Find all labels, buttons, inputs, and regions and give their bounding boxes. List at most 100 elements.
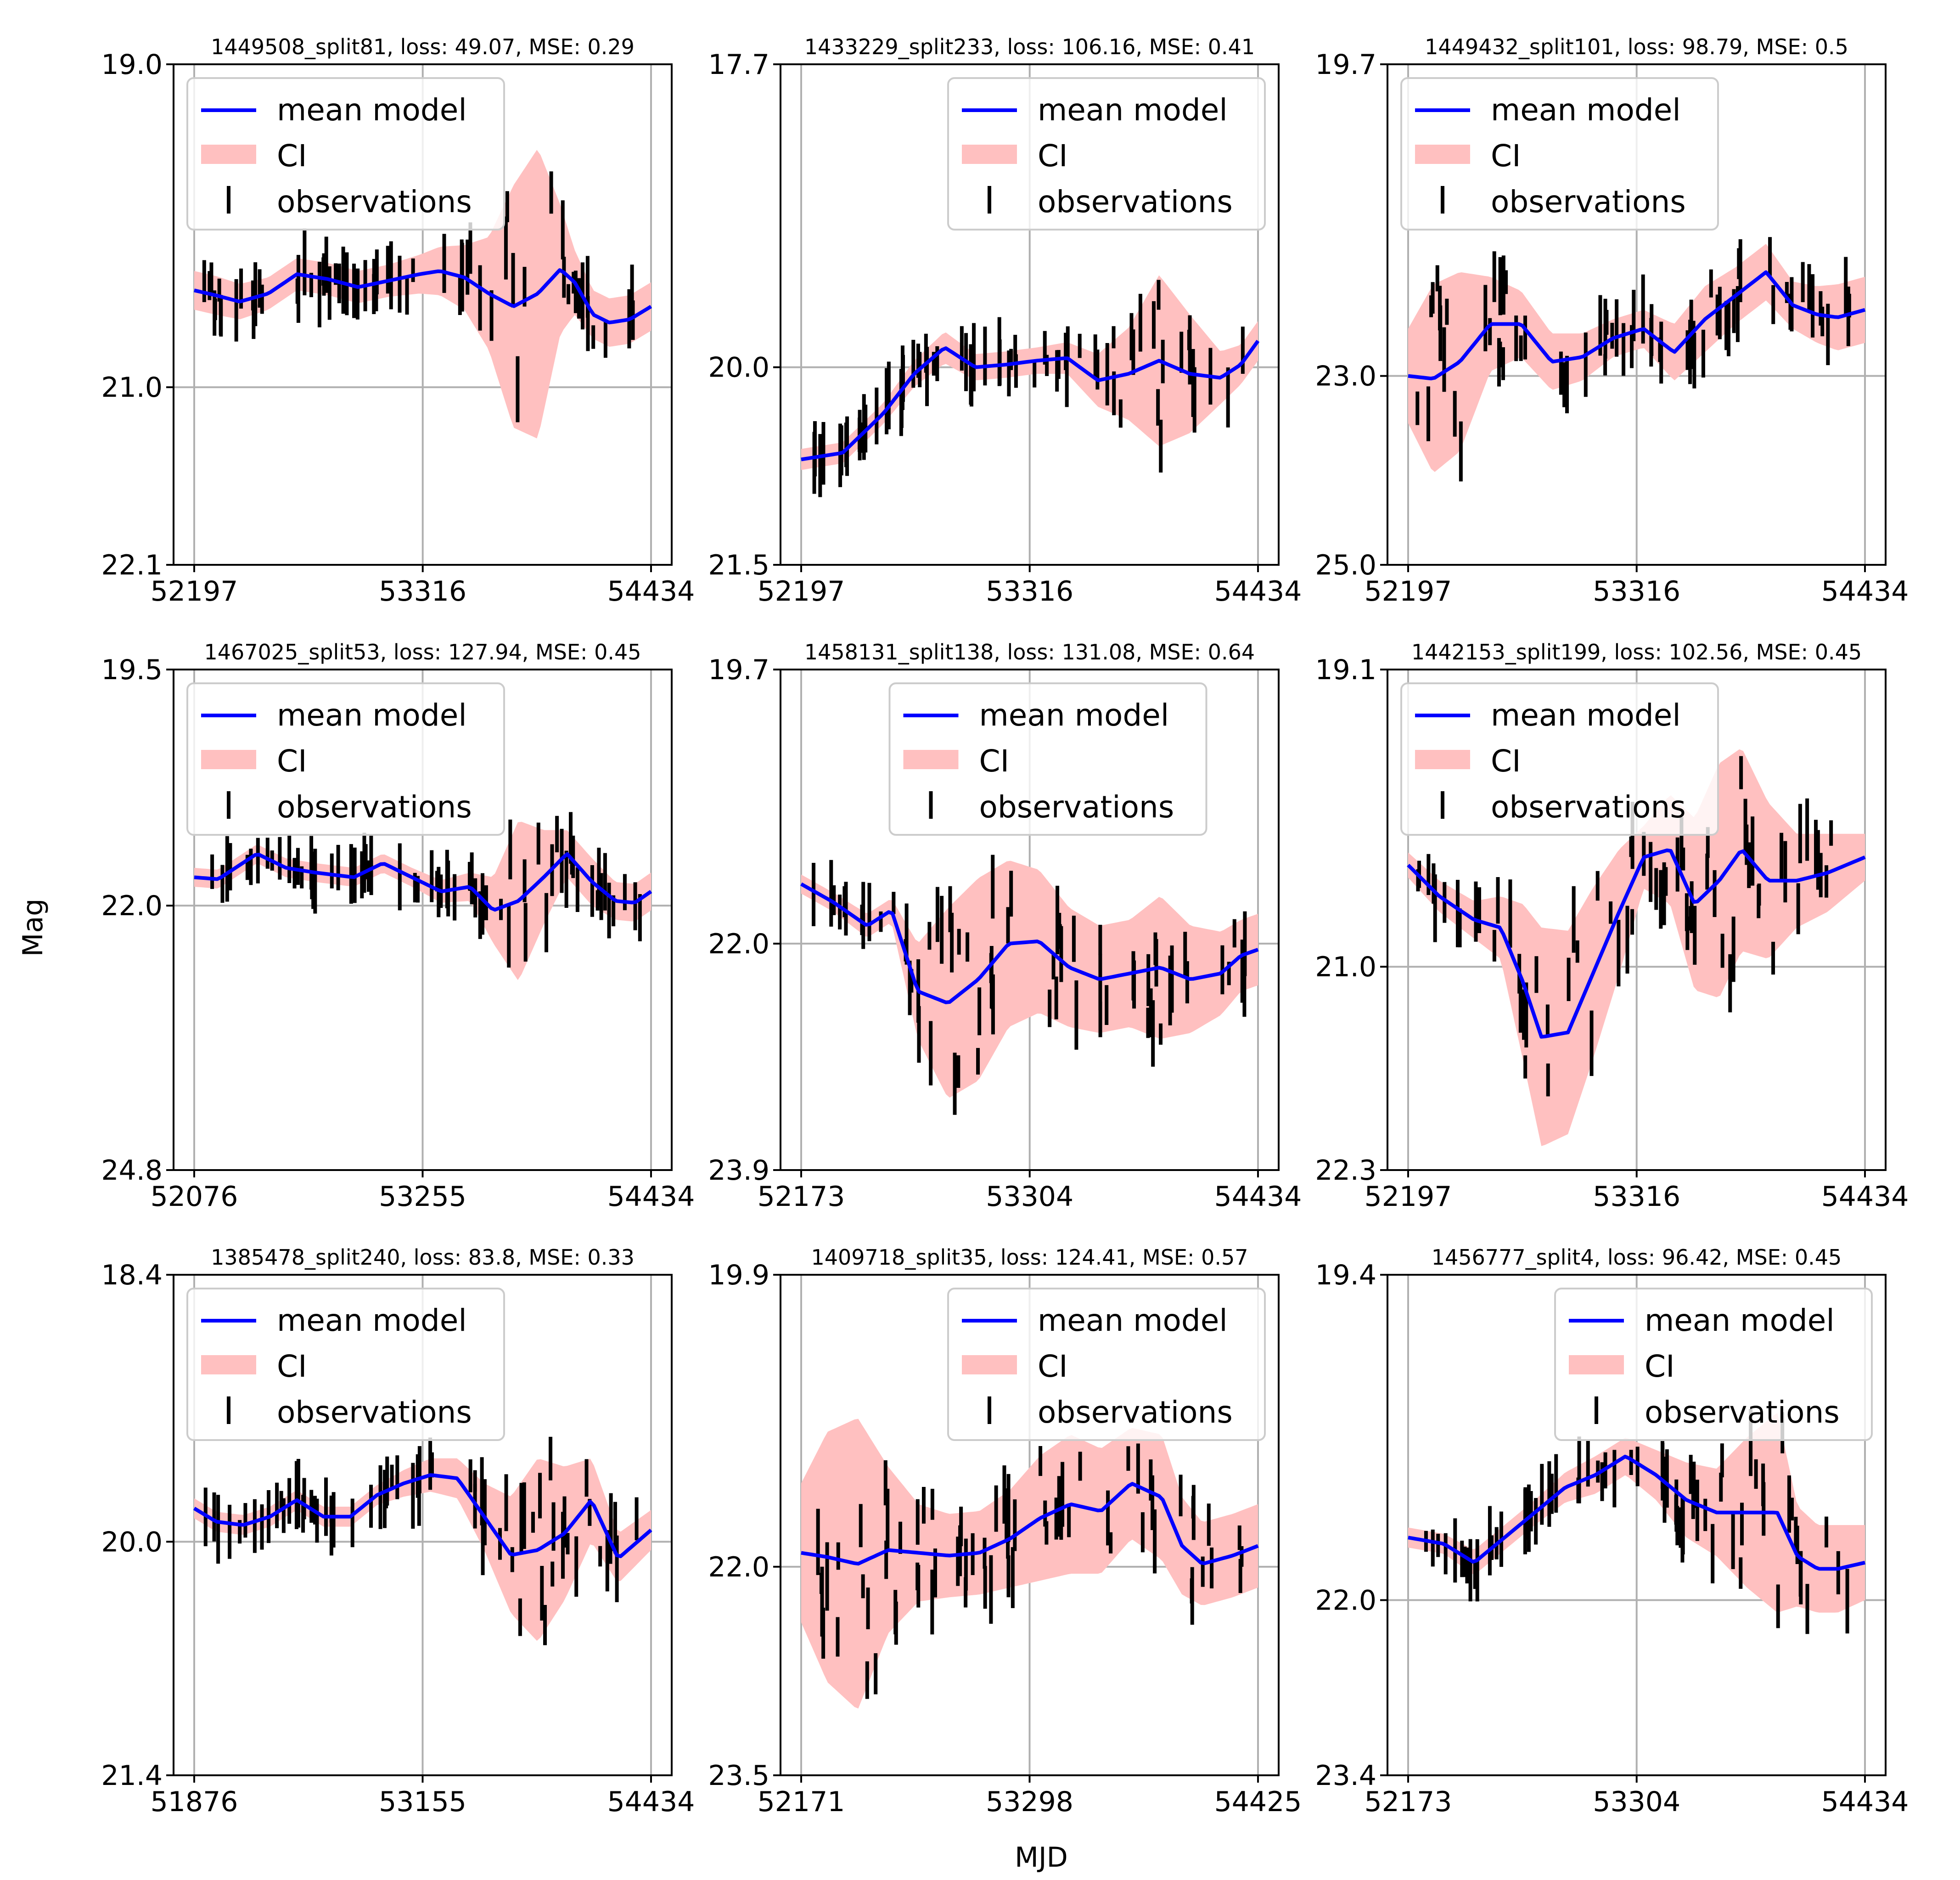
- x-tick-label: 53316: [1593, 1181, 1680, 1213]
- legend-label: mean model: [1645, 1303, 1835, 1338]
- legend-label: CI: [1645, 1349, 1675, 1384]
- y-axis-label: Mag: [17, 899, 49, 957]
- ci-band: [1408, 244, 1865, 472]
- y-tick-label: 19.7: [1315, 49, 1376, 81]
- y-tick-label: 22.1: [101, 549, 163, 581]
- y-tick-label: 21.0: [101, 371, 163, 404]
- subplot-4: 1467025_split53, loss: 127.94, MSE: 0.45…: [101, 640, 695, 1213]
- x-tick-label: 54434: [1821, 1786, 1909, 1818]
- subplot-6: 1442153_split199, loss: 102.56, MSE: 0.4…: [1315, 640, 1909, 1213]
- mean-model-line: [801, 340, 1260, 462]
- legend-box: [888, 682, 1207, 836]
- mean-model-line: [1408, 270, 1866, 381]
- legend-ci-swatch: [201, 1355, 256, 1374]
- y-tick-label: 23.5: [708, 1760, 769, 1792]
- mean-model-line: [193, 1473, 652, 1559]
- y-tick-label: 19.1: [1315, 654, 1376, 686]
- y-tick-label: 21.4: [101, 1760, 163, 1792]
- subplot-2: 1433229_split233, loss: 106.16, MSE: 0.4…: [708, 34, 1302, 608]
- legend: mean model CI observations: [1554, 1288, 1873, 1441]
- subplot-title: 1467025_split53, loss: 127.94, MSE: 0.45: [204, 640, 641, 664]
- subplot-title: 1458131_split138, loss: 131.08, MSE: 0.6…: [804, 640, 1255, 664]
- subplot-title: 1442153_split199, loss: 102.56, MSE: 0.4…: [1411, 640, 1862, 664]
- x-tick-label: 53316: [1593, 575, 1680, 608]
- mean-model-line: [800, 882, 1259, 1004]
- observations: [203, 1436, 639, 1645]
- subplot-3: 1449432_split101, loss: 98.79, MSE: 0.5 5…: [1315, 34, 1909, 608]
- legend-label: observations: [277, 184, 472, 220]
- legend-label: CI: [277, 743, 307, 779]
- x-tick-label: 53155: [379, 1786, 466, 1818]
- legend-label: observations: [1645, 1395, 1840, 1430]
- legend-box: [186, 682, 505, 836]
- legend-label: mean model: [277, 698, 467, 733]
- y-tick-label: 20.0: [708, 352, 769, 384]
- subplot-title: 1409718_split35, loss: 124.41, MSE: 0.57: [811, 1245, 1248, 1270]
- legend-label: CI: [1491, 743, 1521, 779]
- x-tick-label: 52197: [1365, 1181, 1452, 1213]
- subplot-9: 1456777_split4, loss: 96.42, MSE: 0.45 52…: [1315, 1245, 1909, 1818]
- legend-ci-swatch: [962, 1355, 1017, 1374]
- x-tick-label: 54434: [607, 1181, 695, 1213]
- legend-label: CI: [979, 743, 1010, 779]
- subplot-title: 1456777_split4, loss: 96.42, MSE: 0.45: [1432, 1245, 1842, 1270]
- legend-label: observations: [1038, 1395, 1233, 1430]
- legend-label: CI: [1491, 138, 1521, 174]
- legend: mean model CI observations: [888, 682, 1207, 836]
- legend-ci-swatch: [903, 750, 959, 769]
- subplot-title: 1449508_split81, loss: 49.07, MSE: 0.29: [211, 34, 635, 59]
- x-tick-label: 51876: [151, 1786, 238, 1818]
- legend-label: observations: [277, 789, 472, 825]
- y-tick-label: 22.0: [708, 1551, 769, 1583]
- ci-band: [801, 1418, 1258, 1709]
- y-tick-label: 19.7: [708, 654, 769, 686]
- legend-label: observations: [277, 1395, 472, 1430]
- subplot-title: 1449432_split101, loss: 98.79, MSE: 0.5: [1425, 34, 1848, 59]
- legend: mean model CI observations: [186, 1288, 505, 1441]
- x-tick-label: 53316: [379, 575, 466, 608]
- legend-label: observations: [1491, 789, 1686, 825]
- x-tick-label: 52197: [758, 575, 845, 608]
- x-tick-label: 54425: [1214, 1786, 1302, 1818]
- y-tick-label: 22.0: [1315, 1585, 1376, 1617]
- mean-model-line: [1407, 848, 1866, 1039]
- y-tick-label: 19.9: [708, 1259, 769, 1291]
- legend-ci-swatch: [1569, 1355, 1624, 1374]
- observations: [816, 1443, 1244, 1699]
- subplot-title: 1433229_split233, loss: 106.16, MSE: 0.4…: [804, 34, 1255, 59]
- legend-box: [1400, 77, 1719, 231]
- observations: [202, 171, 635, 422]
- legend-box: [947, 77, 1266, 231]
- legend: mean model CI observations: [947, 1288, 1266, 1441]
- legend-label: mean model: [277, 92, 467, 128]
- x-tick-label: 54434: [1821, 575, 1909, 608]
- x-tick-label: 53255: [379, 1181, 466, 1213]
- y-tick-label: 18.4: [101, 1259, 163, 1291]
- legend-label: observations: [1038, 184, 1233, 220]
- legend: mean model CI observations: [1400, 682, 1719, 836]
- y-tick-label: 21.5: [708, 549, 769, 581]
- legend-label: observations: [979, 789, 1174, 825]
- legend-label: mean model: [277, 1303, 467, 1338]
- legend-ci-swatch: [962, 145, 1017, 164]
- x-axis-label: MJD: [1015, 1841, 1068, 1874]
- legend-label: mean model: [1491, 698, 1681, 733]
- x-tick-label: 54434: [607, 575, 695, 608]
- legend-label: observations: [1491, 184, 1686, 220]
- legend-box: [186, 77, 505, 231]
- subplot-1: 1449508_split81, loss: 49.07, MSE: 0.29 5…: [101, 34, 695, 608]
- x-tick-label: 52076: [151, 1181, 238, 1213]
- y-tick-label: 23.9: [708, 1154, 769, 1187]
- y-tick-label: 17.7: [708, 49, 769, 81]
- mean-model-line: [194, 852, 652, 912]
- x-tick-label: 53298: [986, 1786, 1073, 1818]
- legend: mean model CI observations: [947, 77, 1266, 231]
- legend: mean model CI observations: [186, 77, 505, 231]
- legend-ci-swatch: [1415, 750, 1470, 769]
- legend-label: mean model: [1038, 1303, 1228, 1338]
- observations: [812, 855, 1247, 1115]
- legend-box: [1554, 1288, 1873, 1441]
- subplot-title: 1385478_split240, loss: 83.8, MSE: 0.33: [211, 1245, 635, 1270]
- mean-model-line: [194, 268, 652, 325]
- y-tick-label: 25.0: [1315, 549, 1376, 581]
